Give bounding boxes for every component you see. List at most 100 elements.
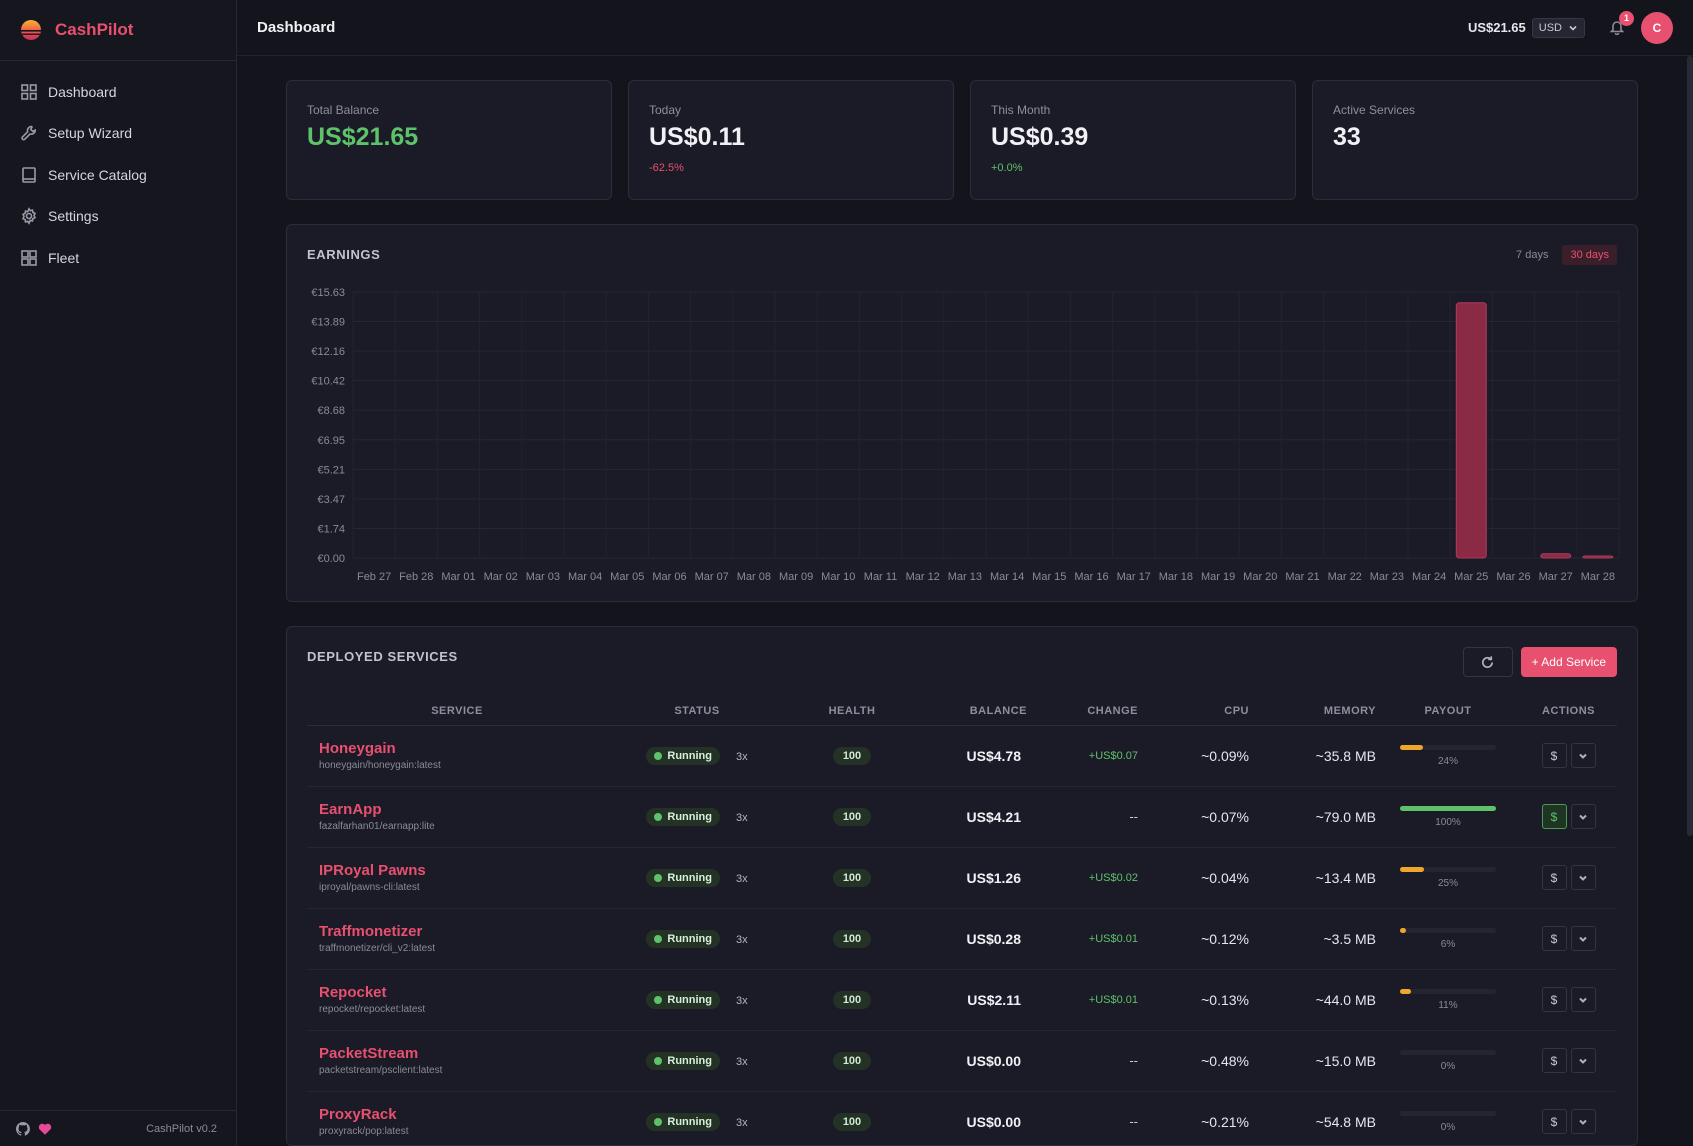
service-cell: ProxyRack proxyrack/pop:latest: [307, 1091, 607, 1146]
sidebar-item-settings[interactable]: Settings: [0, 196, 236, 238]
table-row[interactable]: IPRoyal Pawns iproyal/pawns-cli:latest Run…: [307, 847, 1617, 909]
row-menu-button[interactable]: [1570, 926, 1596, 951]
grid-icon: [21, 83, 37, 100]
x-tick-label: Mar 05: [610, 571, 644, 583]
table-row[interactable]: Honeygain honeygain/honeygain:latest Runni…: [307, 725, 1617, 787]
services-table: SERVICE STATUS HEALTH BALANCE CHANGE CPU…: [307, 703, 1617, 1146]
payout-button[interactable]: $: [1541, 1048, 1567, 1073]
payout-button[interactable]: $: [1541, 1109, 1567, 1134]
chevron-down-icon: [1579, 1119, 1587, 1125]
row-menu-button[interactable]: [1570, 1048, 1596, 1073]
payout-percent: 25%: [1437, 877, 1458, 889]
column-header[interactable]: CPU: [1138, 703, 1249, 726]
notifications-button[interactable]: 1: [1609, 10, 1634, 37]
table-row[interactable]: EarnApp fazalfarhan01/earnapp:lite Running…: [307, 786, 1617, 848]
payout-button[interactable]: $: [1541, 987, 1567, 1012]
sidebar: CashPilot Dashboard Setup Wizard Service…: [0, 0, 237, 1146]
status-text: Running: [667, 1054, 712, 1067]
payout-progress: [1400, 988, 1496, 994]
health-badge: 100: [832, 747, 872, 765]
table-row[interactable]: Repocket repocket/repocket:latest Running 3…: [307, 969, 1617, 1031]
range-tabs: 7 days 30 days: [1508, 245, 1617, 265]
y-tick-label: €0.00: [317, 553, 345, 565]
sidebar-item-dashboard[interactable]: Dashboard: [0, 71, 236, 113]
row-menu-button[interactable]: [1570, 743, 1596, 768]
table-row[interactable]: PacketStream packetstream/psclient:latest…: [307, 1030, 1617, 1092]
column-header[interactable]: ACTIONS: [1520, 703, 1617, 726]
service-name-link[interactable]: Traffmonetizer: [319, 923, 423, 940]
column-header[interactable]: MEMORY: [1249, 703, 1376, 726]
service-name-link[interactable]: PacketStream: [319, 1045, 419, 1062]
balance-cell: US$0.28: [917, 908, 1027, 970]
row-menu-button[interactable]: [1570, 865, 1596, 890]
memory-cell: ~13.4 MB: [1249, 847, 1376, 909]
x-tick-label: Mar 04: [568, 571, 602, 583]
service-image: traffmonetizer/cli_v2:latest: [319, 943, 435, 954]
service-image: iproyal/pawns-cli:latest: [319, 882, 420, 893]
service-name-link[interactable]: IPRoyal Pawns: [319, 862, 426, 879]
status-text: Running: [667, 810, 712, 823]
chevron-down-icon: [1579, 875, 1587, 881]
page-scrollbar[interactable]: [1687, 56, 1693, 836]
payout-button[interactable]: $: [1541, 865, 1567, 890]
currency-value: USD: [1538, 21, 1562, 34]
service-name-link[interactable]: Honeygain: [319, 740, 396, 757]
cpu-cell: ~0.48%: [1138, 1030, 1249, 1092]
row-menu-button[interactable]: [1570, 1109, 1596, 1134]
tab-7-days[interactable]: 7 days: [1516, 249, 1549, 261]
service-name-link[interactable]: Repocket: [319, 984, 387, 1001]
table-row[interactable]: Traffmonetizer traffmonetizer/cli_v2:late…: [307, 908, 1617, 970]
payout-cell: 6%: [1376, 908, 1520, 970]
change-cell: --: [1027, 786, 1138, 848]
memory-cell: ~54.8 MB: [1249, 1091, 1376, 1146]
column-header[interactable]: BALANCE: [917, 703, 1027, 726]
health-badge: 100: [832, 991, 872, 1009]
table-row[interactable]: ProxyRack proxyrack/pop:latest Running 3x 10…: [307, 1091, 1617, 1146]
service-image: fazalfarhan01/earnapp:lite: [319, 821, 435, 832]
column-header[interactable]: SERVICE: [307, 703, 607, 726]
payout-button[interactable]: $: [1541, 743, 1567, 768]
row-menu-button[interactable]: [1570, 804, 1596, 829]
currency-select[interactable]: USD: [1531, 17, 1585, 38]
main-content: Total Balance US$21.65 Today US$0.11 -62…: [286, 80, 1638, 1146]
earnings-bar[interactable]: [1582, 555, 1614, 559]
payout-progress: [1400, 805, 1496, 811]
payout-progress-fill: [1400, 866, 1424, 872]
stat-card-this-month: This Month US$0.39 +0.0%: [970, 80, 1296, 200]
status-text: Running: [667, 1115, 712, 1128]
instance-count: 3x: [735, 933, 748, 946]
column-header[interactable]: HEALTH: [787, 703, 917, 726]
service-name-link[interactable]: ProxyRack: [319, 1106, 397, 1123]
add-service-button[interactable]: + Add Service: [1520, 647, 1617, 677]
row-menu-button[interactable]: [1570, 987, 1596, 1012]
service-name-link[interactable]: EarnApp: [319, 801, 382, 818]
x-tick-label: Feb 28: [399, 571, 433, 583]
payout-button[interactable]: $: [1541, 804, 1567, 829]
sidebar-item-setup-wizard[interactable]: Setup Wizard: [0, 113, 236, 155]
stat-value: US$0.39: [991, 123, 1089, 151]
sidebar-item-fleet[interactable]: Fleet: [0, 237, 236, 279]
avatar[interactable]: C: [1641, 11, 1673, 44]
status-dot: [654, 751, 663, 760]
service-image: repocket/repocket:latest: [319, 1004, 426, 1015]
balance-cell: US$4.78: [917, 725, 1027, 787]
status-badge: Running: [646, 807, 720, 826]
health-cell: 100: [787, 1091, 917, 1146]
brand[interactable]: CashPilot: [0, 0, 236, 61]
github-icon[interactable]: [16, 1121, 30, 1136]
service-cell: IPRoyal Pawns iproyal/pawns-cli:latest: [307, 847, 607, 909]
payout-button[interactable]: $: [1541, 926, 1567, 951]
sidebar-item-service-catalog[interactable]: Service Catalog: [0, 154, 236, 196]
column-header[interactable]: CHANGE: [1027, 703, 1138, 726]
earnings-bar[interactable]: [1540, 553, 1572, 559]
tab-30-days[interactable]: 30 days: [1562, 245, 1617, 265]
x-tick-label: Mar 13: [948, 571, 982, 583]
status-dot: [654, 873, 663, 882]
version-label: CashPilot v0.2: [146, 1122, 217, 1135]
y-tick-label: €15.63: [311, 287, 345, 299]
column-header[interactable]: STATUS: [607, 703, 787, 726]
refresh-button[interactable]: [1462, 647, 1513, 677]
earnings-bar[interactable]: [1455, 302, 1487, 559]
heart-icon[interactable]: [38, 1122, 52, 1136]
column-header[interactable]: PAYOUT: [1376, 703, 1520, 726]
